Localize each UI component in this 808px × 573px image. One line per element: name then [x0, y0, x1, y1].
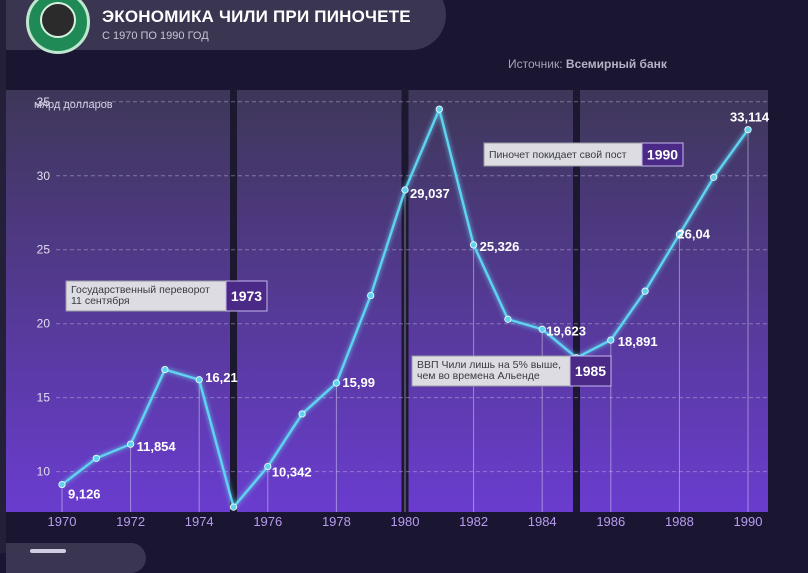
event-band-1985	[573, 88, 580, 512]
data-point-1983	[504, 315, 512, 323]
data-point-1980	[401, 186, 409, 194]
y-tick-label: 30	[37, 169, 51, 183]
annotation-text: ВВП Чили лишь на 5% выше, чем во времена …	[417, 359, 561, 382]
x-tick-label: 1988	[665, 514, 694, 529]
source-note: Источник: Всемирный банк	[508, 57, 667, 71]
chart-frame: ЭКОНОМИКА ЧИЛИ ПРИ ПИНОЧЕТЕ С 1970 ПО 19…	[0, 0, 770, 573]
y-tick-label: 20	[37, 317, 51, 331]
chart-title: ЭКОНОМИКА ЧИЛИ ПРИ ПИНОЧЕТЕ	[102, 7, 411, 26]
annotation-text: Пиночет покидает свой пост	[489, 149, 627, 161]
globe-icon	[40, 2, 76, 38]
data-label-1988: 26,04	[677, 226, 710, 241]
data-label-1984: 19,623	[546, 323, 586, 338]
annotation-text-line: 11 сентября	[71, 295, 130, 307]
x-tick-label: 1986	[596, 514, 625, 529]
annotation-text-line: Государственный переворот	[71, 284, 210, 296]
source-value: Всемирный банк	[565, 57, 667, 71]
data-point-1973	[161, 365, 169, 374]
data-label-1980: 29,037	[410, 186, 450, 201]
annotation-year-badge	[225, 280, 268, 312]
y-tick-label: 35	[37, 95, 51, 109]
annotation-year: 1973	[231, 288, 262, 304]
y-tick-label: 15	[37, 391, 51, 405]
x-tick-label: 1970	[48, 514, 77, 529]
footer-indicator	[30, 549, 66, 553]
data-label-1990: 33,114	[730, 110, 770, 125]
data-point-1982	[469, 241, 478, 249]
annotation-year: 1990	[647, 147, 678, 163]
data-point-1971	[92, 454, 100, 462]
annotation-year-badge	[569, 355, 612, 387]
data-label-1974: 16,21	[205, 370, 238, 385]
footer-panel	[6, 543, 146, 573]
data-point-1986	[607, 336, 615, 344]
annotation-year-badge	[641, 142, 684, 167]
x-tick-label: 1990	[734, 514, 763, 529]
line-chart: 9,126 11,854 16,21 10,342 15,99 29,037 25,326 1…	[6, 88, 770, 529]
data-point-1981	[435, 105, 443, 113]
data-label-1978: 15,99	[342, 375, 375, 390]
x-tick-label: 1982	[459, 514, 488, 529]
data-point-1988	[675, 230, 684, 238]
x-tick-label: 1972	[116, 514, 145, 529]
data-point-1989	[710, 173, 718, 181]
data-point-1978	[332, 379, 340, 387]
data-point-1974	[195, 376, 203, 384]
annotation-text: Государственный переворот 11 сентября	[71, 284, 210, 307]
data-point-1976	[264, 462, 272, 471]
y-axis-label: млрд долларов	[34, 99, 113, 111]
annotation-text-line: чем во времена Альенде	[417, 370, 540, 382]
data-point-1975	[229, 503, 238, 511]
source-label: Источник:	[508, 57, 563, 71]
data-point-1970	[58, 480, 66, 489]
x-tick-label: 1974	[185, 514, 214, 529]
y-tick-label: 10	[37, 465, 51, 479]
x-tick-label: 1984	[528, 514, 557, 529]
y-tick-label: 25	[37, 243, 51, 257]
annotation-text-line: ВВП Чили лишь на 5% выше,	[417, 359, 561, 371]
data-point-1987	[641, 287, 649, 295]
annotation-year: 1985	[575, 363, 606, 379]
left-strip	[0, 0, 6, 553]
data-label-1986: 18,891	[618, 334, 658, 349]
x-tick-label: 1980	[391, 514, 420, 529]
data-label-1982: 25,326	[480, 239, 520, 254]
data-point-1977	[298, 410, 306, 418]
annotation-box	[65, 280, 227, 312]
data-label-1976: 10,342	[272, 465, 312, 480]
x-tick-label: 1978	[322, 514, 351, 529]
data-point-1990	[744, 126, 752, 134]
data-label-1970: 9,126	[68, 487, 101, 502]
chart-subtitle: С 1970 ПО 1990 ГОД	[102, 30, 209, 42]
data-point-1979	[367, 291, 375, 300]
data-point-1984	[538, 325, 546, 333]
x-tick-label: 1976	[253, 514, 282, 529]
data-point-1972	[127, 440, 135, 448]
data-label-1972: 11,854	[137, 439, 177, 454]
